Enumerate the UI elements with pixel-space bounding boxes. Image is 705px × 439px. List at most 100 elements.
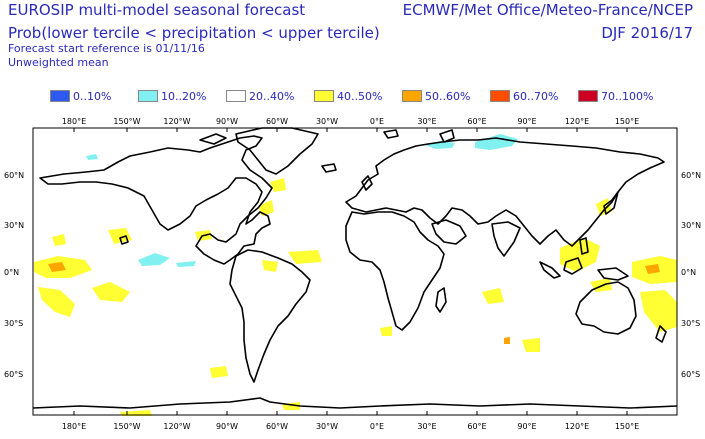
lon-tick-label: 30°E <box>417 422 436 431</box>
yellow-patch-amazon <box>262 260 278 272</box>
coastline-arabia <box>431 219 467 245</box>
longitude-ticks <box>73 128 628 415</box>
bottom-longitude-labels: 180°E 150°W 120°W 90°W 60°W 30°W 0°E 30°… <box>62 422 639 431</box>
map-frame <box>32 127 678 416</box>
yellow-patch-spcz <box>92 282 130 302</box>
yellow-patch-southern-ocean <box>210 366 228 378</box>
lon-tick-label: 180°E <box>62 422 86 431</box>
weighting-note: Unweighted mean <box>8 56 109 69</box>
coastline-canadian-arctic <box>199 133 227 145</box>
lon-tick-label: 60°W <box>266 117 288 126</box>
lon-tick-label: 60°W <box>266 422 288 431</box>
coastline-borneo <box>563 257 583 275</box>
lon-tick-label: 150°W <box>113 117 140 126</box>
lat-tick-label: 60°N <box>681 171 701 180</box>
coastline-india <box>491 221 521 257</box>
lat-tick-label: 30°S <box>681 319 700 328</box>
coastline-novaya-zemlya <box>439 129 455 143</box>
yellow-patch-south-indian <box>522 338 540 352</box>
legend-label: 50..60% <box>425 89 471 103</box>
cyan-patch-taimyr <box>475 134 518 150</box>
legend-item: 50..60% <box>402 88 470 104</box>
cyan-patch-pacific-2 <box>176 261 196 267</box>
legend-label: 10..20% <box>161 89 207 103</box>
legend-swatch-20-40 <box>226 90 246 102</box>
lon-tick-label: 30°W <box>316 422 338 431</box>
legend-label: 0..10% <box>73 89 112 103</box>
yellow-patch-maritime-continent <box>560 238 600 272</box>
lon-tick-label: 120°E <box>565 117 589 126</box>
legend-label: 20..40% <box>249 89 295 103</box>
forecast-centres: ECMWF/Met Office/Meteo-France/NCEP <box>402 1 693 19</box>
legend-item: 0..10% <box>50 88 111 104</box>
coastline-japan <box>603 191 619 215</box>
lon-tick-label: 30°E <box>417 117 436 126</box>
world-map: 180°E 150°W 120°W 90°W 60°W 30°W 0°E 30°… <box>4 117 701 431</box>
coastline-svalbard <box>383 129 399 139</box>
orange-patch-west-pacific <box>645 264 660 274</box>
yellow-patch-tropical-atlantic <box>288 250 322 264</box>
legend-swatch-40-50 <box>314 90 334 102</box>
lat-tick-label: 60°S <box>681 370 700 379</box>
orange-patch-south-indian <box>504 337 510 344</box>
coastline-antarctica <box>32 397 678 409</box>
legend-item: 70..100% <box>578 88 653 104</box>
legend-label: 70..100% <box>601 89 654 103</box>
yellow-patch-greenland-coast <box>270 178 286 192</box>
coastline-south-america <box>229 249 311 383</box>
yellow-patch-southwest-pacific <box>640 290 677 332</box>
legend-label: 60..70% <box>513 89 559 103</box>
legend-swatch-70-100 <box>578 90 598 102</box>
coastline-sumatra <box>539 261 561 279</box>
legend-item: 40..50% <box>314 88 382 104</box>
probability-legend: 0..10% 10..20% 20..40% 40..50% 50..60% 6… <box>50 88 680 104</box>
lon-tick-label: 0°E <box>370 117 384 126</box>
lat-tick-label: 0°N <box>681 268 696 277</box>
lon-tick-label: 150°E <box>615 117 639 126</box>
coastline-british-isles <box>361 175 373 191</box>
legend-label: 40..50% <box>337 89 383 103</box>
yellow-patch-north-pacific-2 <box>108 228 132 244</box>
coastline-australia <box>575 281 637 335</box>
legend-swatch-10-20 <box>138 90 158 102</box>
lat-tick-label: 30°N <box>681 221 701 230</box>
lon-tick-label: 0°E <box>370 422 384 431</box>
lon-tick-label: 30°W <box>316 117 338 126</box>
yellow-patch-north-pacific-1 <box>52 234 66 246</box>
yellow-patch-south-pacific <box>38 287 75 317</box>
right-latitude-labels: 60°N 30°N 0°N 30°S 60°S <box>681 171 701 379</box>
legend-swatch-60-70 <box>490 90 510 102</box>
cyan-patch-hawaii <box>138 253 170 266</box>
coastline-iceland <box>321 163 337 173</box>
coastline-new-guinea <box>597 267 629 281</box>
lon-tick-label: 120°E <box>565 422 589 431</box>
lon-tick-label: 150°W <box>113 422 140 431</box>
forecast-start-reference: Forecast start reference is 01/11/16 <box>8 42 205 55</box>
lat-tick-label: 0°N <box>4 268 19 277</box>
lat-tick-label: 60°S <box>4 370 23 379</box>
lon-tick-label: 120°W <box>163 422 190 431</box>
legend-swatch-0-10 <box>50 90 70 102</box>
lat-tick-label: 60°N <box>4 171 24 180</box>
lon-tick-label: 90°W <box>216 422 238 431</box>
yellow-patch-north-atlantic <box>258 200 274 216</box>
lon-tick-label: 150°E <box>615 422 639 431</box>
coastline-eurasia <box>345 137 665 247</box>
legend-item: 10..20% <box>138 88 206 104</box>
lon-tick-label: 60°E <box>467 117 486 126</box>
cyan-patch-greenland-sea <box>86 154 98 160</box>
map-title: EUROSIP multi-model seasonal forecast <box>8 1 306 19</box>
forecast-season: DJF 2016/17 <box>601 24 693 42</box>
lon-tick-label: 120°W <box>163 117 190 126</box>
coastline-hawaii <box>119 235 129 245</box>
lon-tick-label: 180°E <box>62 117 86 126</box>
map-subtitle: Prob(lower tercile < precipitation < upp… <box>8 24 380 42</box>
legend-swatch-50-60 <box>402 90 422 102</box>
coastlines <box>32 127 678 409</box>
probability-shading <box>34 134 677 416</box>
lat-tick-label: 30°N <box>4 221 24 230</box>
top-longitude-labels: 180°E 150°W 120°W 90°W 60°W 30°W 0°E 30°… <box>62 117 639 126</box>
lat-tick-label: 30°S <box>4 319 23 328</box>
lon-tick-label: 60°E <box>467 422 486 431</box>
coastline-africa <box>345 211 445 331</box>
